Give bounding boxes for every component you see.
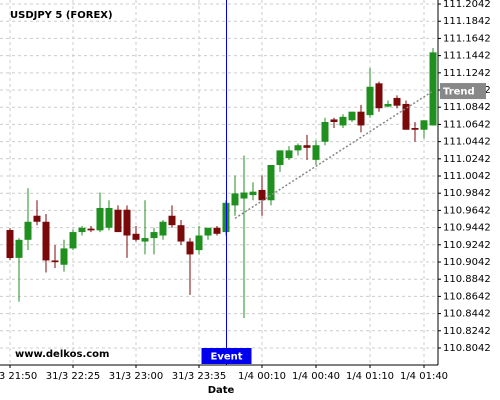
candle-body (393, 97, 401, 106)
candle-body (294, 145, 302, 151)
candle-body (141, 238, 149, 242)
candle-body (132, 233, 140, 240)
candle-body (168, 215, 176, 226)
y-tick-label: 110.8442 (443, 309, 491, 320)
y-tick-label: 111.0842 (443, 102, 491, 113)
candle-body (312, 145, 320, 160)
candle-body (249, 191, 257, 196)
y-tick-label: 111.1642 (443, 33, 491, 44)
candle-body (429, 52, 437, 126)
y-tick-label: 111.1842 (443, 16, 491, 27)
watermark: www.delkos.com (15, 349, 109, 360)
candle-body (348, 111, 356, 121)
y-tick-label: 111.0642 (443, 119, 491, 130)
candle-body (240, 192, 248, 199)
candle-body (96, 207, 104, 231)
y-tick-label: 110.9442 (443, 223, 491, 234)
candle-body (15, 239, 23, 258)
y-tick-label: 110.9842 (443, 188, 491, 199)
candle-body (366, 86, 374, 116)
candle-body (159, 221, 167, 236)
candle-body (285, 150, 293, 159)
candle-body (24, 221, 32, 240)
candle-body (204, 227, 212, 236)
y-tick-label: 111.0242 (443, 154, 491, 165)
candle-body (69, 232, 77, 249)
candle-body (42, 221, 50, 261)
candle-body (105, 207, 113, 228)
candle-body (51, 260, 59, 263)
candle-body (87, 228, 95, 231)
x-tick-label: 31/3 22:25 (46, 371, 100, 382)
candle-body (339, 116, 347, 126)
candle-body (411, 128, 419, 130)
y-tick-label: 111.0042 (443, 171, 491, 182)
x-tick-label: 31/3 23:35 (172, 371, 226, 382)
x-tick-label: 31/3 23:00 (109, 371, 163, 382)
y-tick-label: 110.9042 (443, 257, 491, 268)
y-tick-label: 111.1242 (443, 68, 491, 79)
x-tick-label: 1/4 00:10 (238, 371, 286, 382)
y-tick-label: 111.2042 (443, 0, 491, 10)
candle-body (6, 230, 14, 259)
y-tick-label: 111.1442 (443, 51, 491, 62)
candle-body (78, 227, 86, 233)
y-tick-label: 110.9242 (443, 240, 491, 251)
candle-body (33, 215, 41, 222)
y-tick-label: 110.8042 (443, 343, 491, 354)
candle-body (384, 103, 392, 107)
trend-label-box (440, 83, 486, 100)
candle-body (60, 248, 68, 265)
event-label-box (201, 348, 252, 364)
plot (6, 0, 437, 365)
candle-body (123, 209, 131, 236)
candle-body (150, 232, 158, 239)
candle-body (231, 193, 239, 206)
candle-body (195, 235, 203, 251)
y-tick-label: 110.8642 (443, 291, 491, 302)
candle-body (402, 103, 410, 130)
y-tick-label: 110.8842 (443, 274, 491, 285)
candle-body (258, 189, 266, 201)
candle-body (177, 225, 185, 242)
x-tick-label: 31/3 21:50 (0, 371, 37, 382)
candle-body (357, 111, 365, 126)
x-tick-label: 1/4 01:40 (400, 371, 448, 382)
x-axis-label: Date (208, 385, 235, 396)
y-tick-label: 110.9642 (443, 205, 491, 216)
candle-body (267, 165, 275, 201)
candle-body (303, 145, 311, 148)
y-tick-label: 110.8242 (443, 326, 491, 337)
x-tick-label: 1/4 00:40 (292, 371, 340, 382)
candle-body (186, 241, 194, 255)
trend-label: Trend (443, 87, 475, 98)
candle-body (420, 120, 428, 130)
candle-body (213, 227, 221, 234)
x-tick-label: 1/4 01:10 (346, 371, 394, 382)
candle-body (276, 150, 284, 166)
candle-body (375, 83, 383, 109)
candle-body (330, 119, 338, 123)
candle-body (321, 122, 329, 142)
event-label: Event (210, 352, 242, 363)
y-tick-label: 111.0442 (443, 137, 491, 148)
trend-line (234, 90, 434, 219)
candle-body (114, 209, 122, 233)
chart-title: USDJPY 5 (FOREX) (10, 10, 113, 21)
